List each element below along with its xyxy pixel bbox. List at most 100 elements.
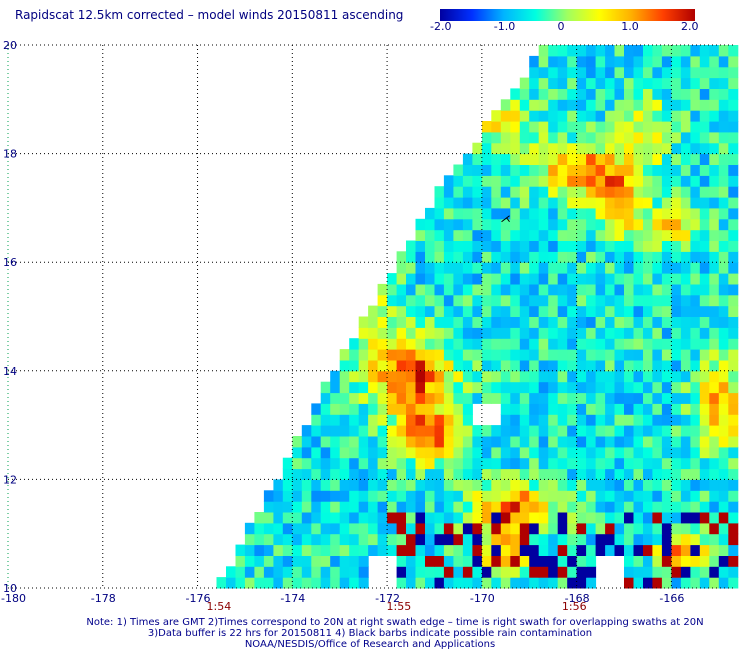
wind-cell [718,283,729,296]
wind-cell [481,370,492,383]
wind-cell [548,153,559,165]
wind-cell [330,446,341,459]
wind-cell [500,99,511,111]
wind-cell [443,370,454,383]
wind-cell [557,66,568,79]
wind-cell [500,131,511,144]
wind-cell [349,501,360,513]
wind-cell [699,425,710,437]
wind-cell [690,414,701,426]
wind-cell [358,370,369,383]
wind-cell [434,229,445,241]
wind-cell [358,512,369,524]
wind-cell [624,479,634,491]
wind-cell [519,142,530,155]
wind-cell [548,555,559,567]
wind-cell [709,142,720,155]
wind-cell [453,555,464,567]
wind-cell [728,251,739,263]
wind-cell [377,414,388,426]
rain-barb-icon [501,215,510,223]
wind-cell [690,294,701,307]
wind-cell [595,55,606,68]
wind-cell [406,262,416,274]
wind-cell [339,425,350,437]
wind-cell [349,555,360,567]
longitude-tick-label: -176 [186,592,211,605]
wind-cell [671,88,682,100]
wind-cell [425,479,435,491]
wind-cell [614,229,625,241]
longitude-tick-label: -180 [1,592,26,605]
wind-cell [567,273,578,285]
wind-cell [425,533,435,546]
wind-cell [614,403,625,415]
wind-cell [605,436,616,448]
wind-cell [576,577,587,589]
longitude-tick-label: -174 [280,592,305,605]
wind-cell [406,283,416,296]
wind-cell [500,414,511,426]
wind-cell [462,197,473,209]
wind-cell [349,457,360,470]
wind-cell [718,218,729,231]
wind-cell [529,77,540,89]
wind-cell [605,457,616,470]
wind-cell [282,479,293,491]
wind-cell [643,436,653,448]
wind-cell [387,468,398,480]
wind-cell [690,305,701,317]
wind-cell [301,522,312,535]
wind-cell [358,359,369,372]
wind-cell [567,77,578,89]
wind-cell [671,457,682,470]
wind-cell [699,468,710,480]
wind-cell [633,316,644,328]
wind-cell [557,479,568,491]
wind-cell [567,294,578,307]
wind-cell [680,262,691,274]
wind-cell [557,175,568,187]
wind-cell [633,327,644,339]
wind-cell [548,457,559,470]
wind-cell [491,327,502,339]
wind-cell [529,153,540,165]
wind-cell [453,262,464,274]
wind-cell [292,522,303,535]
wind-cell [643,110,653,122]
wind-cell [595,457,606,470]
wind-cell [358,349,369,361]
wind-cell [415,533,426,546]
wind-cell [529,88,540,100]
wind-cell [472,490,483,502]
wind-cell [519,305,530,317]
wind-cell [491,566,502,578]
wind-cell [567,251,578,263]
wind-cell [254,512,265,524]
wind-cell [538,45,549,57]
wind-cell [576,197,587,209]
wind-cell [671,77,682,89]
wind-cell [728,446,739,459]
wind-cell [434,273,445,285]
wind-cell [548,45,559,57]
wind-cell [680,218,691,231]
wind-cell [643,283,653,296]
wind-cell [481,468,492,480]
wind-cell [396,370,407,383]
wind-cell [434,207,445,220]
wind-cell [472,240,483,252]
wind-cell [680,131,691,144]
wind-cell [709,240,720,252]
wind-cell [519,512,530,524]
wind-cell [576,121,587,133]
wind-cell [519,251,530,263]
wind-cell [301,512,312,524]
wind-cell [671,283,682,296]
axis-labels: -180 -178 -176 -174 -172 -170 -168 -16610121416… [1,39,684,605]
wind-cell [425,370,435,383]
wind-cell [718,131,729,144]
wind-cell [481,327,492,339]
wind-cell [661,349,672,361]
wind-cell [434,436,445,448]
